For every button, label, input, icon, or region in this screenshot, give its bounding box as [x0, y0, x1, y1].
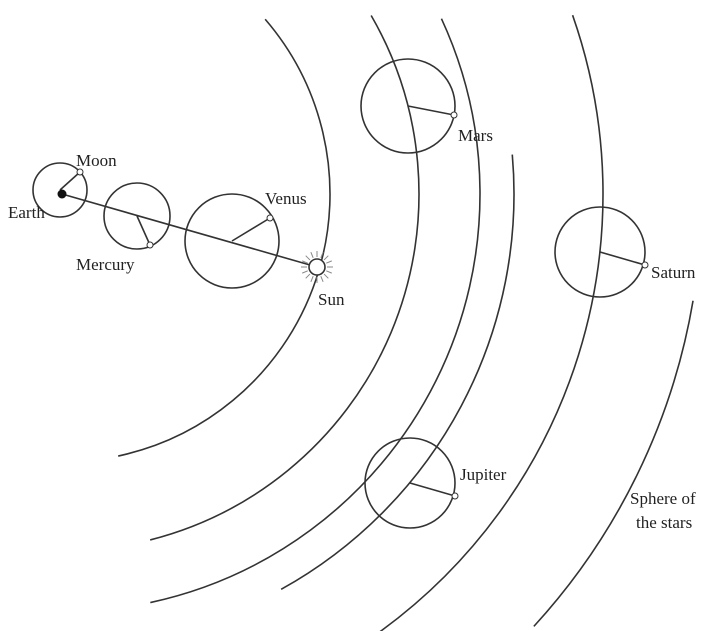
mercury [147, 242, 153, 248]
label: Sun [318, 290, 345, 309]
sun-ray [306, 274, 310, 278]
orbits [118, 15, 693, 631]
label: Earth [8, 203, 45, 222]
label: Saturn [651, 263, 696, 282]
mercury-radius [137, 216, 150, 245]
jupiter-radius [410, 483, 455, 496]
label: Mercury [76, 255, 135, 274]
orbit-arc [150, 16, 419, 540]
label: Jupiter [460, 465, 507, 484]
orbit-arc [118, 19, 330, 456]
label: Venus [265, 189, 307, 208]
venus [267, 215, 273, 221]
jupiter [452, 493, 458, 499]
saturn-radius [600, 252, 645, 265]
label: Moon [76, 151, 117, 170]
label: Sphere of [630, 489, 696, 508]
mars-radius [408, 106, 454, 115]
sun-ray [302, 271, 308, 273]
sun-ray [324, 256, 328, 260]
orbit-arc [534, 301, 693, 627]
saturn [642, 262, 648, 268]
label: Mars [458, 126, 493, 145]
earth [58, 190, 67, 199]
sun-ray [321, 276, 323, 282]
label: the stars [636, 513, 692, 532]
diagram: Moon Earth Mercury Venus Sun Mars Saturn… [0, 0, 717, 631]
sun-ray [306, 256, 310, 260]
moon-radius [60, 172, 80, 190]
mars [451, 112, 457, 118]
sun-ray [324, 274, 328, 278]
sun-ray [311, 252, 313, 258]
sun [301, 251, 333, 283]
sun-ray [326, 261, 332, 263]
sun-ray [311, 276, 313, 282]
venus-radius [232, 218, 270, 241]
sun-ray [326, 271, 332, 273]
